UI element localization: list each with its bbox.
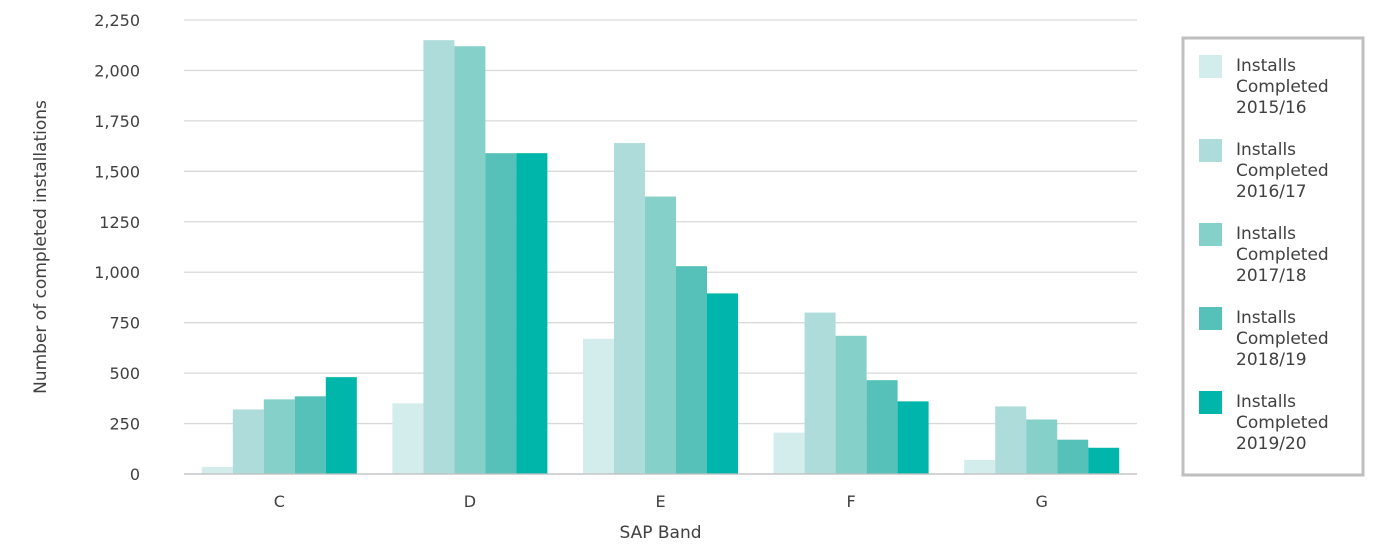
bar-c-series-4: [294, 396, 326, 474]
bar-c-series-2: [232, 409, 264, 474]
legend-label: Installs: [1236, 308, 1296, 328]
bar-e-series-4: [676, 266, 707, 474]
legend-swatch: [1199, 391, 1222, 414]
y-tick-label: 750: [109, 314, 140, 333]
legend-swatch: [1199, 139, 1222, 162]
legend-swatch: [1199, 307, 1222, 330]
y-tick-label: 1,000: [94, 263, 140, 282]
legend-label: Installs: [1236, 56, 1296, 76]
x-axis-title: SAP Band: [619, 523, 701, 543]
bar-e-series-5: [707, 293, 738, 474]
bar-e-series-2: [614, 143, 645, 474]
legend-label: 2019/20: [1236, 434, 1307, 454]
legend-label: Completed: [1236, 413, 1329, 433]
bar-c-series-5: [325, 377, 357, 474]
y-tick-label: 1250: [99, 213, 140, 232]
y-tick-label: 250: [109, 415, 140, 434]
y-axis-ticks: 0 250 500 750 1,000 1250 1,500 1,750 2,000 2,250: [94, 11, 140, 484]
bar-f-series-3: [835, 335, 867, 474]
bar-f-series-5: [897, 401, 929, 474]
bar-f-series-2: [804, 312, 836, 474]
legend-label: 2016/17: [1236, 182, 1307, 202]
legend: InstallsCompleted2015/16InstallsComplete…: [1181, 36, 1365, 477]
bar-g-series-1: [964, 459, 996, 474]
bar-d-series-2: [423, 40, 455, 475]
bar-c-series-1: [201, 466, 233, 474]
x-tick-label: F: [846, 492, 855, 511]
legend-label: Completed: [1236, 77, 1329, 97]
bar-d-series-4: [485, 153, 517, 474]
legend-label: Installs: [1236, 392, 1296, 412]
legend-label: 2015/16: [1236, 98, 1307, 118]
y-tick-label: 0: [130, 465, 140, 484]
legend-swatch: [1199, 223, 1222, 246]
bar-g-series-4: [1057, 439, 1089, 474]
bar-f-series-1: [773, 432, 805, 474]
y-tick-label: 1,500: [94, 162, 140, 181]
legend-label: Installs: [1236, 224, 1296, 244]
legend-label: Completed: [1236, 329, 1329, 349]
legend-swatch: [1199, 55, 1222, 78]
bar-e-series-1: [583, 338, 614, 474]
bar-c-series-3: [263, 399, 295, 474]
bar-e-series-3: [645, 196, 676, 475]
bar-g-series-2: [995, 406, 1027, 474]
y-tick-label: 2,250: [94, 11, 140, 30]
legend-label: Completed: [1236, 161, 1329, 181]
legend-label: 2017/18: [1236, 266, 1307, 286]
y-tick-label: 2,000: [94, 61, 140, 80]
bar-d-series-3: [454, 46, 486, 474]
y-axis-title: Number of completed installations: [31, 100, 51, 394]
x-tick-label: C: [274, 492, 285, 511]
bar-f-series-4: [866, 380, 898, 474]
legend-label: Installs: [1236, 140, 1296, 160]
bar-g-series-3: [1026, 419, 1058, 474]
bar-d-series-1: [392, 403, 424, 474]
x-tick-label: E: [655, 492, 665, 511]
bars: [201, 40, 1120, 475]
y-tick-label: 1,750: [94, 112, 140, 131]
legend-label: Completed: [1236, 245, 1329, 265]
x-tick-label: G: [1035, 492, 1047, 511]
legend-label: 2018/19: [1236, 350, 1307, 370]
y-tick-label: 500: [109, 364, 140, 383]
x-axis-ticks: C D E F G: [184, 473, 1137, 511]
bar-g-series-5: [1088, 447, 1120, 474]
x-tick-label: D: [464, 492, 476, 511]
bar-d-series-5: [516, 153, 548, 474]
